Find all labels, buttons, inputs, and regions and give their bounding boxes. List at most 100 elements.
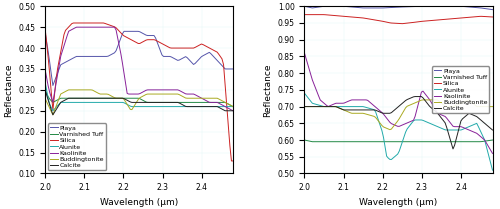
Alunite xyxy=(431,124,437,126)
Calcite xyxy=(341,109,347,111)
Playa xyxy=(230,68,236,70)
X-axis label: Wavelength (μm): Wavelength (μm) xyxy=(360,198,438,207)
Line: Buddingtonite: Buddingtonite xyxy=(45,90,233,115)
Calcite xyxy=(486,126,492,129)
Kaolinite xyxy=(406,121,412,124)
Line: Buddingtonite: Buddingtonite xyxy=(304,100,492,130)
Calcite xyxy=(192,105,198,108)
Calcite xyxy=(490,129,496,131)
Calcite xyxy=(432,110,438,113)
Varnished Tuff xyxy=(146,101,152,104)
Playa xyxy=(341,5,347,8)
Kaolinite xyxy=(226,107,232,110)
Silica xyxy=(173,47,179,49)
Buddingtonite xyxy=(84,89,90,91)
Silica xyxy=(230,160,236,162)
Buddingtonite xyxy=(420,99,426,101)
Playa xyxy=(490,8,496,11)
Calcite xyxy=(352,109,358,111)
Buddingtonite xyxy=(66,89,71,91)
Buddingtonite xyxy=(453,104,459,107)
Playa xyxy=(83,55,89,58)
Varnished Tuff xyxy=(310,140,316,143)
Calcite xyxy=(83,97,89,99)
Kaolinite xyxy=(341,102,347,104)
Line: Kaolinite: Kaolinite xyxy=(45,27,233,111)
Varnished Tuff xyxy=(302,139,308,141)
Silica xyxy=(148,38,154,41)
Silica xyxy=(341,15,347,18)
Kaolinite xyxy=(42,68,48,70)
Silica xyxy=(490,16,496,18)
Kaolinite xyxy=(94,26,100,28)
Silica xyxy=(302,13,308,16)
Silica xyxy=(485,15,491,18)
Alunite xyxy=(483,145,489,147)
Silica xyxy=(452,17,458,20)
Playa xyxy=(50,84,56,87)
Buddingtonite xyxy=(486,105,492,108)
Legend: Playa, Varnished Tuff, Silica, Alunite, Kaolinite, Buddingtonite, Calcite: Playa, Varnished Tuff, Silica, Alunite, … xyxy=(432,66,490,113)
Buddingtonite xyxy=(408,104,414,106)
Playa xyxy=(431,5,437,8)
Varnished Tuff xyxy=(485,139,491,142)
Calcite xyxy=(230,110,236,112)
Alunite xyxy=(50,110,56,112)
Buddingtonite xyxy=(341,109,347,111)
Alunite xyxy=(341,105,347,108)
Buddingtonite xyxy=(96,92,102,95)
Line: Playa: Playa xyxy=(45,31,233,85)
Varnished Tuff xyxy=(92,97,98,99)
Playa xyxy=(406,5,412,8)
Y-axis label: Reflectance: Reflectance xyxy=(263,63,272,117)
Alunite xyxy=(94,101,100,104)
Silica xyxy=(352,16,358,19)
Buddingtonite xyxy=(174,93,180,95)
Alunite xyxy=(490,169,496,171)
Kaolinite xyxy=(352,99,358,101)
Silica xyxy=(70,22,76,24)
Line: Alunite: Alunite xyxy=(304,93,492,170)
Silica xyxy=(83,22,89,24)
Alunite xyxy=(192,105,198,108)
Buddingtonite xyxy=(150,93,156,95)
Alunite xyxy=(406,126,412,128)
Line: Kaolinite: Kaolinite xyxy=(304,53,492,153)
Calcite xyxy=(94,97,100,99)
Kaolinite xyxy=(230,110,236,112)
Kaolinite xyxy=(483,141,489,144)
Line: Alunite: Alunite xyxy=(45,82,233,111)
Playa xyxy=(42,30,48,33)
Playa xyxy=(483,8,489,10)
Playa xyxy=(352,6,358,9)
Varnished Tuff xyxy=(172,101,177,104)
Varnished Tuff xyxy=(224,102,230,104)
Alunite xyxy=(42,80,48,83)
Calcite xyxy=(453,138,459,140)
Buddingtonite xyxy=(387,128,393,131)
Line: Varnished Tuff: Varnished Tuff xyxy=(304,140,492,142)
Silica xyxy=(228,160,234,162)
Y-axis label: Reflectance: Reflectance xyxy=(4,63,13,117)
Alunite xyxy=(352,105,358,108)
Buddingtonite xyxy=(302,105,308,108)
Silica xyxy=(432,19,438,21)
Silica xyxy=(94,22,100,24)
Kaolinite xyxy=(450,125,456,127)
Alunite xyxy=(173,105,179,108)
Alunite xyxy=(83,101,89,104)
Calcite xyxy=(450,148,456,150)
Kaolinite xyxy=(490,152,496,155)
Calcite xyxy=(50,113,56,116)
Alunite xyxy=(226,105,232,108)
Buddingtonite xyxy=(434,99,440,101)
Buddingtonite xyxy=(227,104,233,106)
Playa xyxy=(94,55,100,58)
Line: Silica: Silica xyxy=(304,15,492,24)
Buddingtonite xyxy=(352,112,358,115)
Kaolinite xyxy=(148,89,154,91)
Calcite xyxy=(406,98,412,100)
Playa xyxy=(173,58,179,61)
Kaolinite xyxy=(302,52,308,54)
Alunite xyxy=(302,92,308,94)
